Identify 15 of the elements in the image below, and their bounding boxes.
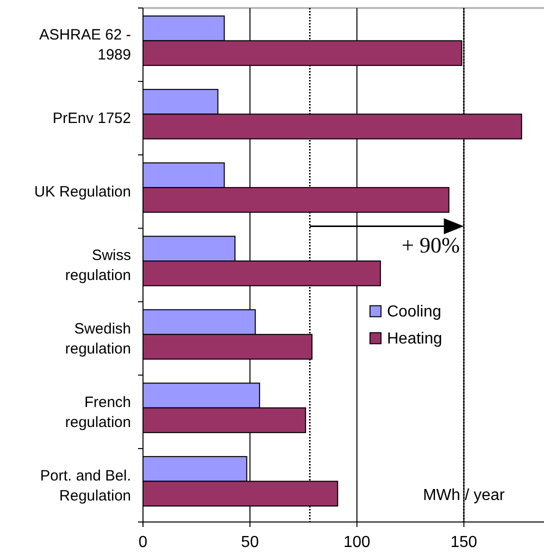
legend-label: Heating xyxy=(387,330,442,348)
y-tick-label: UK Regulation xyxy=(34,184,131,201)
y-tick-label: Swedish regulation xyxy=(65,320,131,358)
x-tick-label: 0 xyxy=(138,534,148,551)
x-tick-label: 100 xyxy=(344,534,370,551)
annotation: + 90% xyxy=(402,232,460,258)
y-tick-label: ASHRAE 62 - 1989 xyxy=(39,26,131,64)
legend-label: Cooling xyxy=(387,304,442,321)
y-tick-label: Port. and Bel. Regulation xyxy=(40,467,131,504)
x-axis-title: MWh / year xyxy=(422,487,506,504)
y-tick-label: PrEnv 1752 xyxy=(52,110,131,128)
x-tick-label: 150 xyxy=(450,534,478,551)
y-tick-label: Swiss regulation xyxy=(65,247,131,284)
y-tick-label: French regulation xyxy=(65,394,131,431)
x-tick-label: 50 xyxy=(241,534,259,551)
